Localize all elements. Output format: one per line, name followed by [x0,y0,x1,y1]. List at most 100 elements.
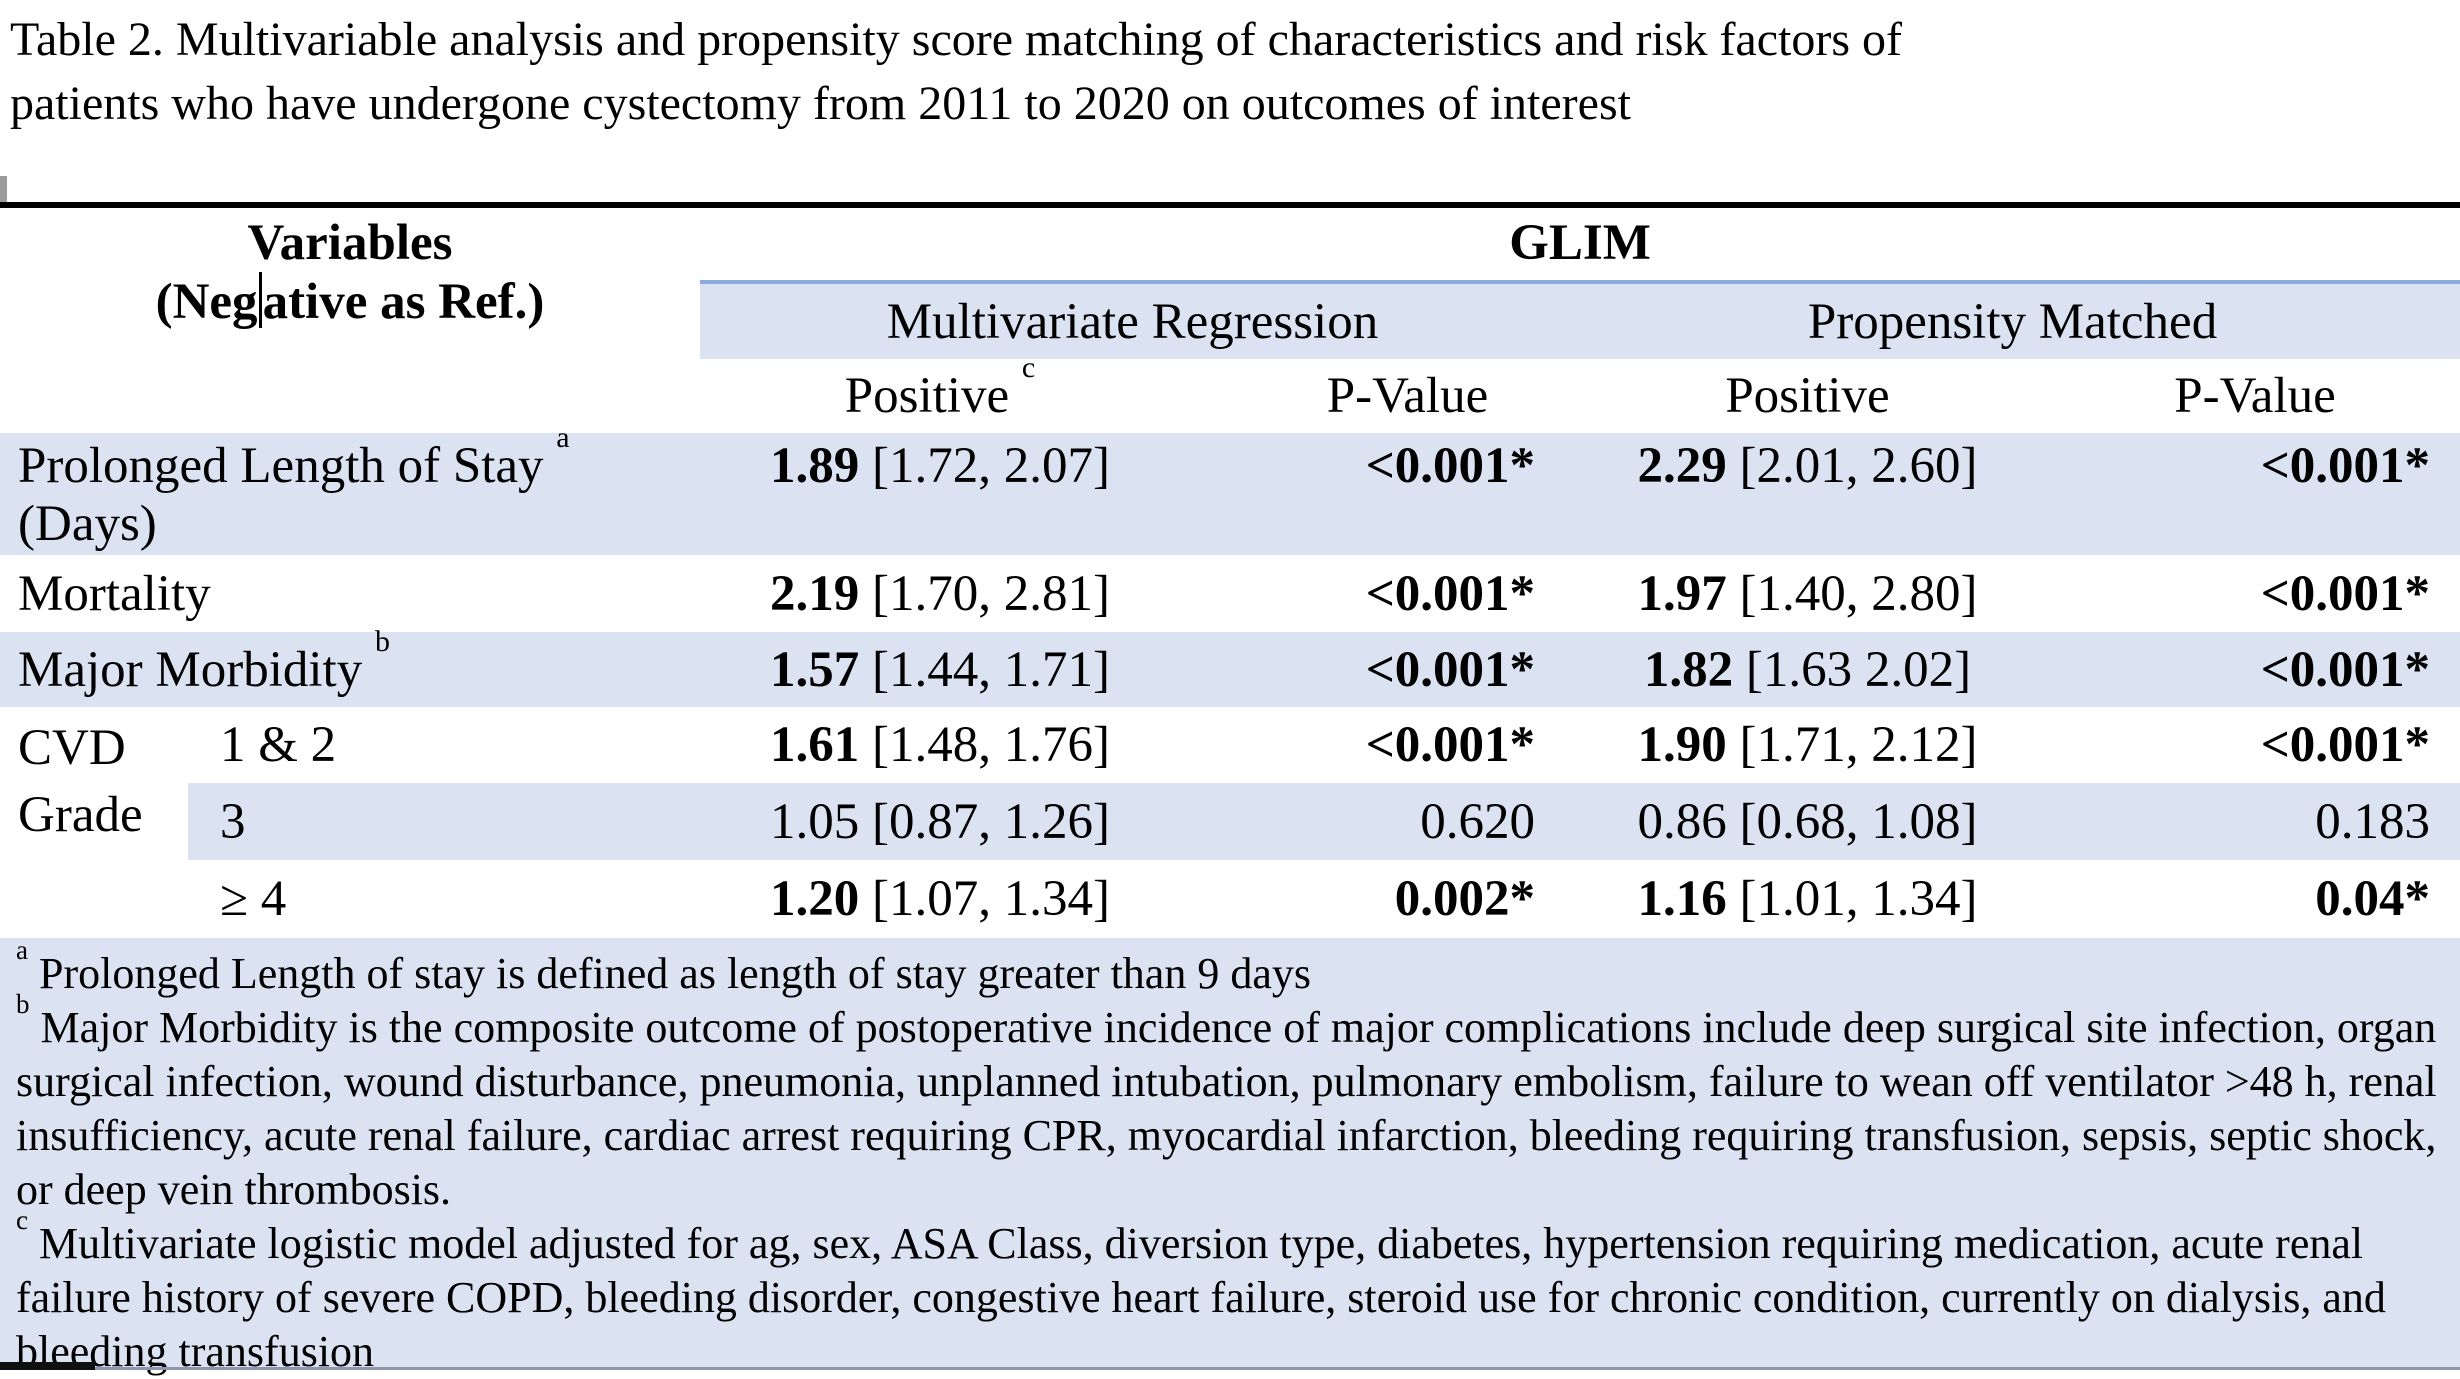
header-row-columns: Positive c P-Value Positive P-Value [0,353,2460,433]
mv-or-ci-cell: 2.19 [1.70, 2.81] [700,555,1180,632]
positive1-header-label: Positive [844,368,1010,424]
mv-pvalue-cell: 0.002* [1394,871,1535,927]
pm-or-ci-cell: 1.97 [1.40, 2.80] [1565,555,2050,632]
variable-label-line2: (Days) [18,496,157,552]
mv-pvalue-cell: <0.001* [1365,717,1535,773]
mv-pvalue-cell: <0.001* [1365,438,1535,494]
pvalue1-header-cell: P-Value [1326,368,1489,424]
page-title-line1: Table 2. Multivariable analysis and prop… [10,13,1903,66]
footnote-c-text: Multivariate logistic model adjusted for… [16,1219,2386,1376]
variable-label-cell: Major Morbidity b [0,626,700,707]
confidence-interval: [1.70, 2.81] [872,565,1110,622]
confidence-interval: [1.40, 2.80] [1739,565,1978,622]
header-row-group: Variables (Negative as Ref.) GLIM [0,208,2460,433]
row-prolonged-los: Prolonged Length of Stay a (Days) 1.89 [1… [0,423,2460,555]
page-title: Table 2. Multivariable analysis and prop… [10,8,1902,136]
footnote-b: b Major Morbidity is the composite outco… [16,991,2444,1217]
odds-ratio: 1.82 [1643,641,1734,698]
footnote-c: c Multivariate logistic model adjusted f… [16,1207,2444,1379]
pm-or-ci-cell: 1.82 [1.63 2.02] [1565,632,2050,707]
odds-ratio: 1.20 [770,871,860,927]
confidence-interval: [1.44, 1.71] [872,641,1110,698]
propensity-header-cell: Propensity Matched [1565,280,2460,359]
row-cvd-grade-4plus: ≥ 4 1.20 [1.07, 1.34] 0.002* 1.16 [1.01,… [0,860,2460,938]
variables-header-cell: Variables (Negative as Ref.) [0,208,700,433]
pm-or-ci-cell: 1.90 [1.71, 2.12] [1565,707,2050,783]
mv-or-ci-cell: 1.61 [1.48, 1.76] [700,707,1180,783]
table-top-border [0,202,2460,208]
confidence-interval: [0.68, 1.08] [1739,793,1978,850]
clipped-bottom-edge [0,1367,2460,1370]
footnote-marker-a: a [556,421,570,454]
mv-or-ci-cell: 1.20 [1.07, 1.34] [700,860,1180,938]
mv-pvalue-cell: 0.620 [1420,793,1535,850]
odds-ratio: 1.05 [770,793,860,850]
variable-label-cell: Prolonged Length of Stay a (Days) [0,423,700,555]
mv-pvalue-cell: <0.001* [1365,641,1535,698]
confidence-interval: [0.87, 1.26] [872,793,1110,850]
margin-tick [0,176,7,203]
odds-ratio: 2.19 [770,565,860,622]
confidence-interval: [1.07, 1.34] [872,871,1110,927]
pm-pvalue-cell: <0.001* [2260,717,2431,773]
odds-ratio: 2.29 [1637,438,1727,494]
variable-label: Major Morbidity [18,641,363,698]
positive2-header-cell: Positive [1725,368,1890,424]
pm-pvalue-cell: 0.04* [2315,871,2431,927]
odds-ratio: 1.97 [1637,565,1727,622]
footnote-b-marker: b [16,989,30,1020]
row-cvd-grade-1-2: CVD Grade 1 & 2 1.61 [1.48, 1.76] <0.001… [0,707,2460,938]
confidence-interval: [1.63 2.02] [1745,641,1972,698]
pm-pvalue-cell: <0.001* [2260,438,2431,494]
variable-label-cell: Mortality [18,565,211,622]
odds-ratio: 1.16 [1637,871,1727,927]
bottom-left-bar [0,1362,95,1370]
mv-regression-header-cell: Multivariate Regression [700,280,1565,359]
confidence-interval: [1.72, 2.07] [872,438,1110,494]
footnote-b-text: Major Morbidity is the composite outcome… [16,1003,2437,1214]
positive1-header-cell: Positive c [700,353,1180,433]
pm-or-ci-cell: 0.86 [0.68, 1.08] [1565,783,2050,860]
positive1-header-sup: c [1021,351,1036,384]
footnote-a-marker: a [16,935,28,966]
mv-or-ci-cell: 1.57 [1.44, 1.71] [700,632,1180,707]
row-cvd-grade-3: 3 1.05 [0.87, 1.26] 0.620 0.86 [0.68, 1.… [0,783,2460,860]
confidence-interval: [1.71, 2.12] [1739,717,1978,773]
pm-pvalue-cell: <0.001* [2260,641,2431,698]
footnote-marker-b: b [374,624,390,658]
odds-ratio: 1.90 [1637,717,1727,773]
variables-header-line1: Variables [247,215,453,271]
footnote-a-text: Prolonged Length of stay is defined as l… [38,949,1311,998]
variables-header-line2: (Negative as Ref.) [0,272,700,331]
row-mortality: Mortality 2.19 [1.70, 2.81] <0.001* 1.97… [0,555,2460,632]
footnote-c-marker: c [16,1205,28,1236]
text-cursor [258,272,262,328]
glim-header-cell: GLIM [1509,215,1651,271]
grade-label-cell: 3 [220,793,246,850]
odds-ratio: 0.86 [1637,793,1727,850]
odds-ratio: 1.57 [770,641,860,698]
cvd-grade-group-cell: CVD Grade [0,707,188,938]
table-footnotes: a Prolonged Length of stay is defined as… [0,937,2460,1376]
variables-header-text-before-cursor: (Neg [155,274,258,330]
footnote-a: a Prolonged Length of stay is defined as… [16,937,2444,1001]
mv-or-ci-cell: 1.89 [1.72, 2.07] [700,433,1180,555]
odds-ratio: 1.89 [770,438,860,494]
grade-label-cell: 1 & 2 [220,717,337,773]
odds-ratio: 1.61 [770,717,860,773]
results-table: Variables (Negative as Ref.) GLIM Multiv… [0,208,2460,938]
pvalue2-header-cell: P-Value [2174,368,2336,424]
confidence-interval: [1.01, 1.34] [1739,871,1978,927]
variable-label: Prolonged Length of Stay [18,438,544,494]
variables-header-text-after-cursor: ative as Ref.) [262,274,545,330]
pm-or-ci-cell: 1.16 [1.01, 1.34] [1565,860,2050,938]
pm-pvalue-cell: <0.001* [2260,565,2431,622]
header-row-subgroup: Multivariate Regression Propensity Match… [0,280,2460,359]
confidence-interval: [2.01, 2.60] [1739,438,1978,494]
mv-or-ci-cell: 1.05 [0.87, 1.26] [700,783,1180,860]
pm-or-ci-cell: 2.29 [2.01, 2.60] [1565,433,2050,555]
grade-label-cell: ≥ 4 [220,871,287,927]
confidence-interval: [1.48, 1.76] [872,717,1110,773]
pm-pvalue-cell: 0.183 [2315,793,2431,850]
